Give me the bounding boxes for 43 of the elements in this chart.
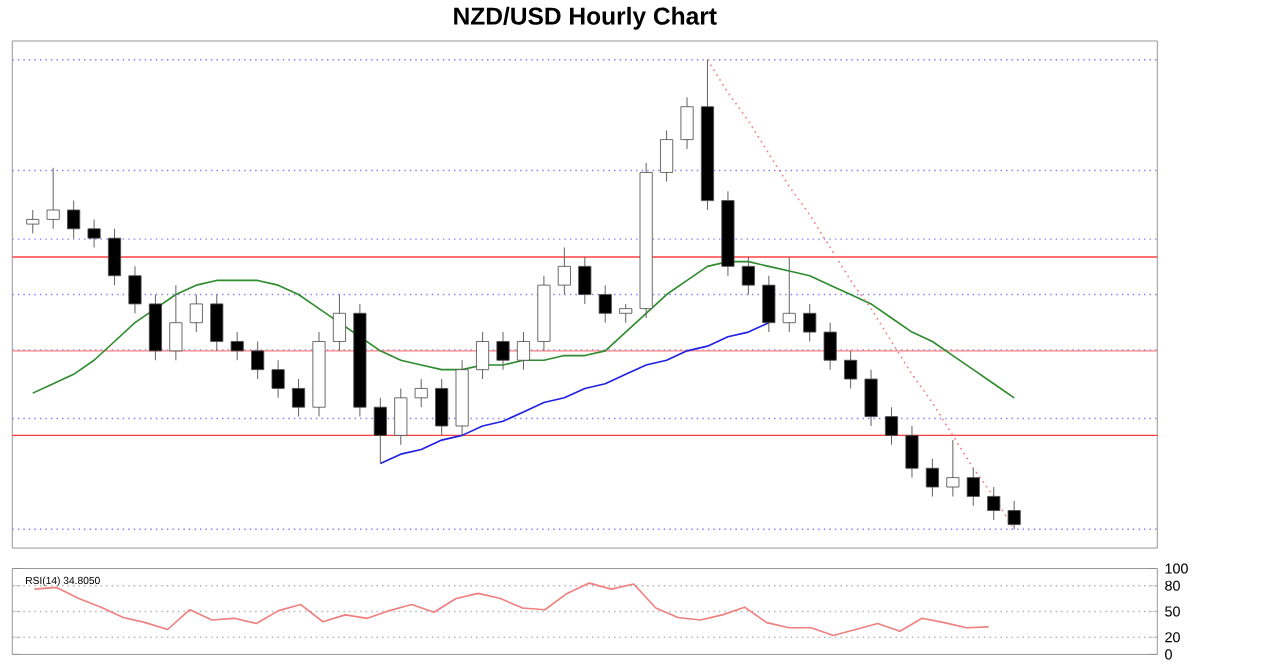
candlestick	[496, 331, 510, 370]
candlestick	[435, 378, 449, 436]
candlestick	[925, 458, 939, 497]
candlestick	[414, 378, 428, 408]
candlestick	[578, 256, 592, 305]
candlestick	[169, 284, 183, 361]
candlestick	[557, 246, 571, 295]
candlestick	[680, 96, 694, 150]
candlestick	[210, 293, 224, 352]
candlestick	[107, 227, 122, 286]
candlestick	[946, 439, 960, 497]
candlestick	[292, 378, 306, 417]
candlestick	[762, 274, 776, 333]
candlestick	[46, 166, 60, 229]
candlestick	[782, 256, 796, 333]
candlestick	[373, 397, 387, 464]
candlestick	[1007, 500, 1021, 530]
candlestick	[844, 350, 858, 389]
candlestick	[394, 387, 408, 445]
candlestick	[128, 265, 142, 314]
candlestick	[966, 467, 980, 507]
candlestick	[823, 321, 837, 370]
candlestick	[598, 284, 612, 323]
candlestick	[516, 331, 531, 370]
chart-title: NZD/USD Hourly Chart	[454, 6, 717, 30]
candlestick	[884, 406, 899, 445]
candlestick	[251, 340, 265, 380]
candlestick	[67, 199, 81, 239]
candlestick	[987, 486, 1001, 521]
candlestick	[87, 218, 101, 248]
candlestick	[619, 303, 633, 323]
candlestick	[332, 293, 346, 352]
candlestick	[476, 331, 490, 380]
candlestick	[230, 331, 244, 361]
candlestick	[189, 293, 203, 333]
candlestick	[803, 303, 817, 342]
candlestick	[26, 209, 40, 234]
candlestick	[741, 256, 755, 295]
candlestick	[864, 368, 878, 427]
candlestick	[905, 425, 919, 478]
candlestick	[271, 359, 285, 399]
candlestick	[148, 293, 162, 361]
candlestick	[660, 129, 674, 183]
